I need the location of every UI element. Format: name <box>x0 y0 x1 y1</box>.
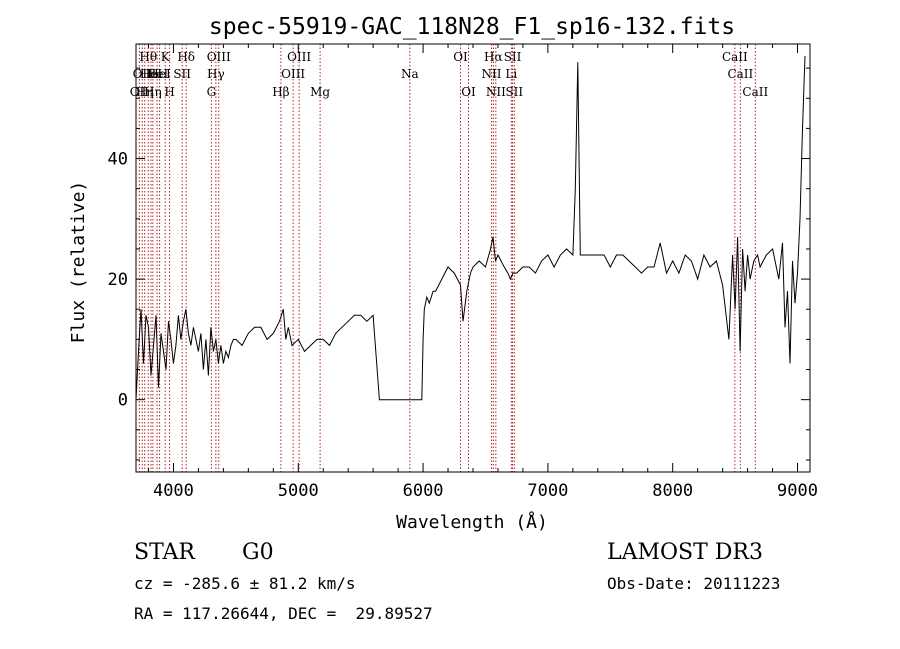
line-marker-label: SII <box>505 85 523 99</box>
line-marker-label: Hβ <box>272 85 289 99</box>
x-axis-label: Wavelength (Å) <box>396 511 548 533</box>
line-marker-label: CaII <box>727 67 753 81</box>
x-tick-label: 8000 <box>652 481 693 501</box>
line-marker-label: SII <box>173 67 191 81</box>
line-marker-label: NII <box>486 85 506 99</box>
coordinates: RA = 117.26644, DEC = 29.89527 <box>134 604 433 623</box>
line-markers <box>138 44 756 472</box>
line-marker-label: Hγ <box>207 67 225 81</box>
line-marker-label: CaII <box>742 85 768 99</box>
line-marker-label: OI <box>453 50 468 64</box>
line-marker-label: K <box>161 50 171 64</box>
spectrum-line <box>135 56 806 401</box>
redshift-cz: cz = -285.6 ± 81.2 km/s <box>134 574 356 593</box>
line-marker-label: OIII <box>287 50 311 64</box>
x-tick-label: 9000 <box>777 481 818 501</box>
line-marker-label: Hα <box>484 50 503 64</box>
y-axis-label: Flux (relative) <box>68 181 89 344</box>
line-marker-label: OIII <box>281 67 305 81</box>
x-tick-label: 4000 <box>153 481 194 501</box>
line-marker-label: H <box>164 85 174 99</box>
plot-frame <box>135 43 811 473</box>
x-tick-label: 5000 <box>278 481 319 501</box>
object-subclass: G0 <box>242 540 274 565</box>
y-tick-label: 40 <box>108 150 128 170</box>
line-marker-label: Hη <box>136 85 154 99</box>
line-marker-label: OII <box>130 85 150 99</box>
y-axis-ticks: 0 20 40 <box>108 67 810 461</box>
line-marker-label: CaII <box>722 50 748 64</box>
line-marker-label: Hθ <box>139 50 157 64</box>
y-tick-label: 20 <box>108 270 128 290</box>
line-marker-label: HeI <box>148 67 171 81</box>
line-marker-label: Li <box>505 67 517 81</box>
line-marker-label: NII <box>481 67 501 81</box>
line-marker-label: SII <box>504 50 522 64</box>
line-marker-label: Hη <box>144 85 162 99</box>
line-marker-label: OII <box>133 67 153 81</box>
line-marker-label: HeI <box>140 67 163 81</box>
line-marker-label: OI <box>461 85 476 99</box>
x-tick-label: 6000 <box>403 481 444 501</box>
line-marker-label: Mg <box>310 85 330 99</box>
line-marker-label: OIII <box>207 50 231 64</box>
chart-title: spec-55919-GAC_118N28_F1_sp16-132.fits <box>209 14 735 40</box>
line-marker-labels: OIIOIIHηHθHeIHηHeIHeIKHSIIHδGHγOIIIHβOII… <box>130 50 769 99</box>
line-marker-label: G <box>207 85 217 99</box>
line-marker-label: Hδ <box>177 50 195 64</box>
x-tick-label: 7000 <box>527 481 568 501</box>
line-marker-label: HeI <box>146 67 169 81</box>
line-marker-label: Na <box>401 67 419 81</box>
survey-name: LAMOST DR3 <box>607 540 763 565</box>
observation-date: Obs-Date: 20111223 <box>607 574 781 593</box>
x-axis-ticks: 4000 5000 6000 7000 8000 9000 <box>147 44 818 501</box>
object-type: STAR <box>134 540 195 565</box>
y-tick-label: 0 <box>118 391 128 411</box>
